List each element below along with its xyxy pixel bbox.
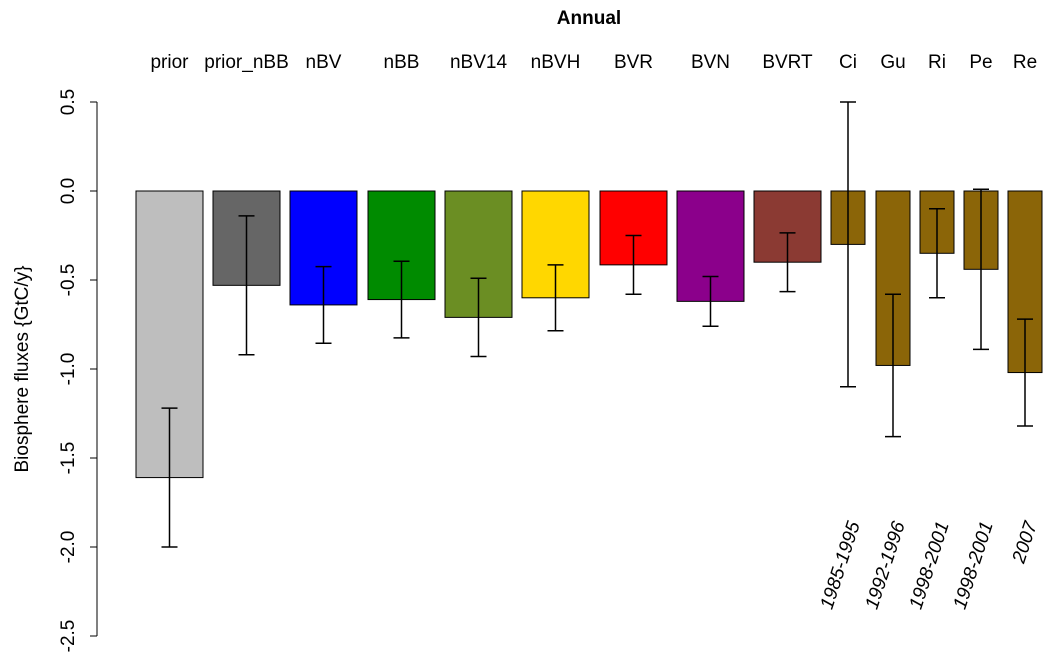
- chart-title: Annual: [557, 8, 621, 29]
- y-tick-label: -2.0: [58, 531, 79, 564]
- category-label: BVR: [614, 52, 653, 73]
- period-label: 1992-1996: [862, 519, 910, 612]
- category-label: nBVH: [531, 52, 581, 73]
- y-axis-label: Biosphere fluxes {GtC/y}: [12, 266, 33, 473]
- period-label: 1998-2001: [906, 519, 954, 612]
- error-bar: [929, 208, 945, 299]
- category-label: Pe: [969, 52, 992, 73]
- error-bar: [547, 264, 564, 332]
- category-label: prior_nBB: [204, 52, 289, 73]
- period-label: 1985-1995: [817, 519, 865, 612]
- category-label: nBV: [306, 52, 342, 73]
- error-bar: [470, 277, 487, 358]
- period-label: 2007: [1008, 518, 1042, 567]
- category-label: nBB: [384, 52, 420, 73]
- y-tick-label: -0.5: [58, 264, 79, 297]
- error-bar: [885, 293, 901, 438]
- category-label: BVRT: [762, 52, 813, 73]
- category-label: nBV14: [450, 52, 507, 73]
- category-label: prior: [150, 52, 189, 73]
- error-bar: [779, 232, 796, 293]
- category-label: BVN: [691, 52, 730, 73]
- category-label: Re: [1013, 52, 1037, 73]
- y-tick-label: -1.0: [58, 353, 79, 386]
- error-bar: [973, 188, 989, 351]
- category-label: Gu: [880, 52, 905, 73]
- error-bar: [315, 265, 332, 344]
- period-label: 1998-2001: [950, 519, 998, 612]
- error-bar: [161, 407, 178, 548]
- error-bar: [702, 275, 719, 328]
- y-tick-label: 0.5: [58, 89, 79, 115]
- bar: [367, 190, 436, 301]
- error-bar: [1017, 318, 1033, 427]
- category-label: Ci: [839, 52, 857, 73]
- error-bar: [393, 260, 410, 339]
- y-tick-label: 0.0: [58, 178, 79, 204]
- error-bar: [625, 234, 642, 295]
- y-tick-label: -2.5: [58, 620, 79, 653]
- category-label: Ri: [928, 52, 946, 73]
- error-bar: [840, 101, 856, 388]
- y-tick-label: -1.5: [58, 442, 79, 475]
- error-bar: [238, 215, 255, 356]
